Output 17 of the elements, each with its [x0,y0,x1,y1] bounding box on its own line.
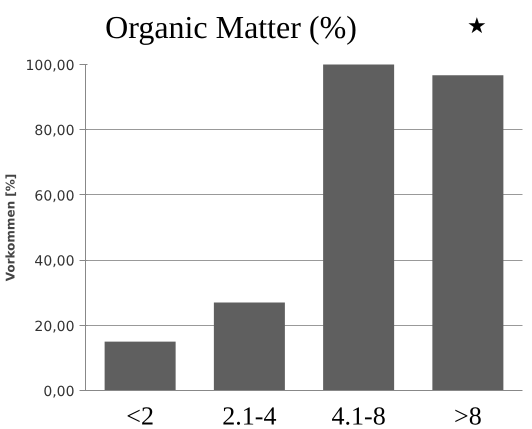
x-tick-label: >8 [454,402,482,429]
chart-title: Organic Matter (%) [105,8,357,47]
y-tick-label: 40,00 [34,254,75,270]
x-tick-label: 4.1-8 [332,402,386,429]
y-tick-label: 20,00 [34,318,75,335]
bar [104,342,176,390]
text: ★ [467,13,487,41]
y-tick-label: 80,00 [34,123,75,140]
bar [323,64,394,390]
x-tick-label: 2.1-4 [222,402,276,429]
y-tick-label: 0,00 [43,384,74,400]
y-tick-label: 100,00 [26,58,75,74]
bar [214,302,285,390]
y-axis-title: Vorkommen [%] [4,174,18,282]
x-tick-label: <2 [126,402,154,429]
bar [432,75,504,390]
y-tick-label: 60,00 [34,188,75,204]
